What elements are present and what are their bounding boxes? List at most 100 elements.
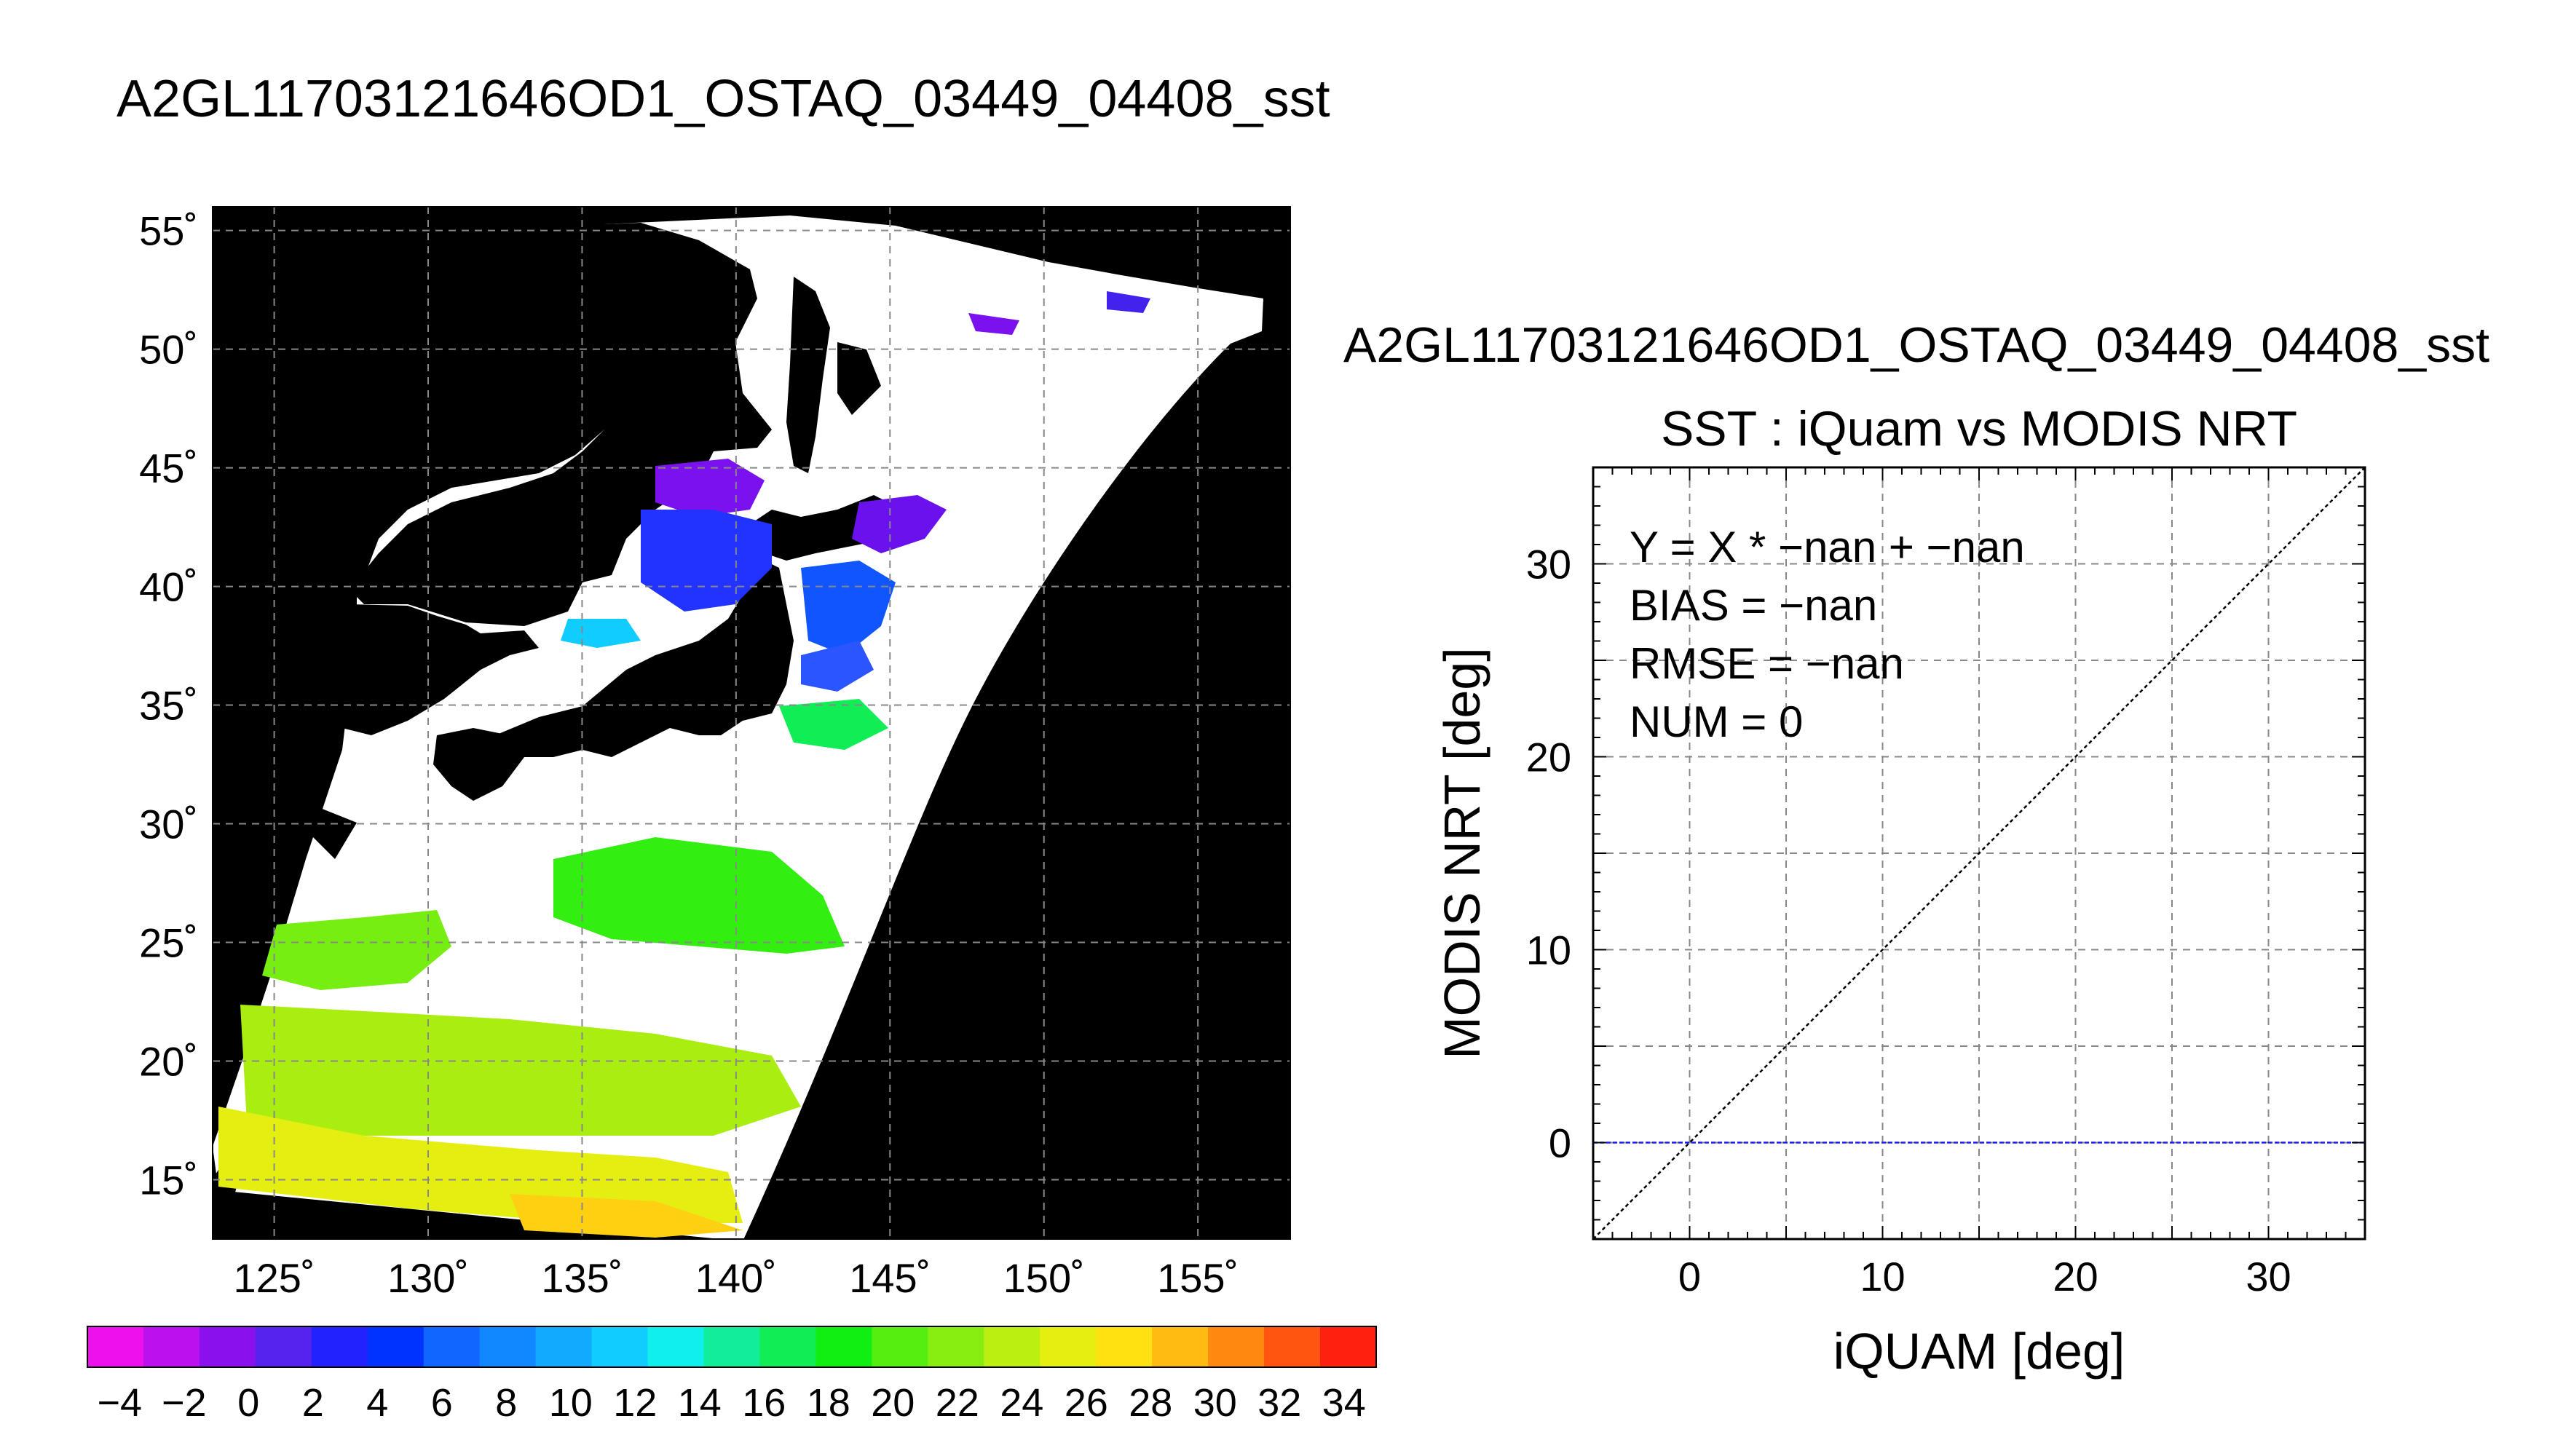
sst-patch-central [553, 837, 845, 954]
land-honshu [495, 561, 794, 757]
sst-patch-south-3 [510, 1194, 743, 1238]
map-frame [212, 206, 1291, 1240]
scatter-y-axis-label: MODIS NRT [deg] [1434, 647, 1490, 1059]
land-kyushu [433, 728, 524, 801]
colorbar-swatch [87, 1326, 144, 1367]
sst-patch-south-1 [240, 1005, 801, 1136]
colorbar-swatch [199, 1326, 256, 1367]
colorbar-tick-label: 0 [237, 1381, 259, 1425]
sst-patch-east-2 [1107, 291, 1150, 313]
scatter-stat-line: RMSE = −nan [1630, 639, 1904, 688]
colorbar-swatch [1152, 1326, 1209, 1367]
colorbar-tick-label: 18 [807, 1381, 850, 1425]
colorbar-tick-label: −4 [97, 1381, 142, 1425]
sst-patch-yellow-sea [561, 619, 641, 648]
scatter-x-tick-label: 0 [1678, 1254, 1701, 1299]
colorbar-swatch [591, 1326, 649, 1367]
land-korea [248, 604, 539, 859]
colorbar-tick-label: −2 [162, 1381, 207, 1425]
colorbar-swatch [984, 1326, 1040, 1367]
colorbar-swatch [479, 1326, 537, 1367]
colorbar-swatch [423, 1326, 481, 1367]
scatter-stats: Y = X * −nan + −nan BIAS = −nan RMSE = −na… [1630, 523, 2025, 746]
map-x-tick-label: 150˚ [1003, 1255, 1085, 1301]
colorbar-tick-label: 32 [1257, 1381, 1301, 1425]
colorbar-tick-label: 8 [495, 1381, 517, 1425]
scatter-y-tick-label: 0 [1549, 1120, 1571, 1166]
sst-patch-south-2 [218, 1107, 743, 1223]
colorbar-tick-label: 26 [1065, 1381, 1108, 1425]
colorbar-swatch [535, 1326, 593, 1367]
scatter-x-tick-label: 30 [2246, 1254, 2291, 1299]
colorbar-tick-label: 12 [613, 1381, 657, 1425]
colorbar-swatch [1040, 1326, 1097, 1367]
land-kamchatka-tip [837, 342, 881, 415]
identity-line [1593, 467, 2365, 1239]
scatter-y-tick-labels: 0 10 20 30 [1526, 542, 1571, 1166]
colorbar-swatch [816, 1326, 872, 1367]
sst-data-patches [218, 291, 1150, 1238]
colorbar-tick-label: 2 [302, 1381, 324, 1425]
colorbar-swatch [872, 1326, 928, 1367]
map-x-tick-label: 135˚ [541, 1255, 623, 1301]
map-y-tick-label: 30˚ [139, 802, 198, 847]
scatter-title: SST : iQuam vs MODIS NRT [1661, 401, 2297, 456]
colorbar-swatch [1264, 1326, 1321, 1367]
map-y-tick-labels: 15˚ 20˚ 25˚ 30˚ 35˚ 40˚ 45˚ 50˚ 55˚ [139, 208, 198, 1203]
scatter-y-tick-label: 30 [1526, 542, 1571, 587]
colorbar-swatch [647, 1326, 705, 1367]
sst-map: 125˚ 130˚ 135˚ 140˚ 145˚ 150˚ 155˚ 15˚ 20˚ 25˚ 30… [139, 206, 1291, 1301]
scatter-x-tick-label: 20 [2053, 1254, 2098, 1299]
scatter-x-tick-labels: 0 10 20 30 [1678, 1254, 2291, 1299]
scatter-x-axis-label: iQUAM [deg] [1833, 1323, 2125, 1380]
colorbar-swatch [255, 1326, 312, 1367]
sst-patch-east-1 [968, 313, 1019, 335]
colorbar-swatch [1320, 1326, 1377, 1367]
colorbar-frame [87, 1326, 1377, 1368]
colorbar-swatch [1208, 1326, 1265, 1367]
colorbar: −4 −2 0 2 4 6 8 10 12 14 16 18 20 22 24 26 28 30 32 34 [87, 1326, 1377, 1425]
scatter-stat-line: Y = X * −nan + −nan [1630, 523, 2025, 571]
map-y-tick-label: 35˚ [139, 683, 198, 729]
map-x-tick-label: 130˚ [387, 1255, 469, 1301]
colorbar-tick-label: 20 [871, 1381, 915, 1425]
map-x-tick-label: 125˚ [234, 1255, 315, 1301]
colorbar-tick-label: 22 [936, 1381, 979, 1425]
colorbar-swatch [759, 1326, 816, 1367]
map-y-tick-label: 25˚ [139, 920, 198, 966]
colorbar-tick-label: 10 [549, 1381, 593, 1425]
map-x-tick-label: 140˚ [695, 1255, 777, 1301]
sst-patch-sanriku [801, 561, 896, 655]
satellite-swath [213, 215, 1263, 1239]
map-y-tick-label: 50˚ [139, 327, 198, 373]
colorbar-tick-label: 16 [742, 1381, 786, 1425]
colorbar-swatches [87, 1326, 1377, 1367]
colorbar-swatch [143, 1326, 200, 1367]
land-sakhalin [786, 277, 830, 473]
map-y-tick-label: 40˚ [139, 564, 198, 610]
map-y-tick-label: 20˚ [139, 1039, 198, 1085]
scatter-header: A2GL11703121646OD1_OSTAQ_03449_04408_sst [1343, 317, 2489, 373]
scatter-panel: A2GL11703121646OD1_OSTAQ_03449_04408_sst… [1343, 317, 2489, 1380]
colorbar-tick-label: 24 [1000, 1381, 1043, 1425]
colorbar-swatch [367, 1326, 424, 1367]
colorbar-swatch [1096, 1326, 1153, 1367]
land-asia [350, 223, 772, 626]
colorbar-swatch [703, 1326, 760, 1367]
map-x-tick-label: 155˚ [1157, 1255, 1239, 1301]
scatter-stat-line: NUM = 0 [1630, 697, 1803, 746]
map-x-tick-label: 145˚ [849, 1255, 931, 1301]
colorbar-tick-label: 28 [1129, 1381, 1172, 1425]
sst-patch-kurile [852, 495, 947, 553]
colorbar-swatch [928, 1326, 984, 1367]
map-y-tick-label: 15˚ [139, 1158, 198, 1203]
sst-patch-west [262, 910, 451, 990]
scatter-stat-line: BIAS = −nan [1630, 581, 1877, 630]
sst-patch-off-tohoku [801, 641, 874, 692]
colorbar-tick-label: 30 [1193, 1381, 1237, 1425]
scatter-y-tick-label: 20 [1526, 735, 1571, 780]
colorbar-tick-label: 14 [678, 1381, 722, 1425]
scatter-frame [1592, 466, 2366, 1241]
colorbar-tick-label: 34 [1322, 1381, 1366, 1425]
